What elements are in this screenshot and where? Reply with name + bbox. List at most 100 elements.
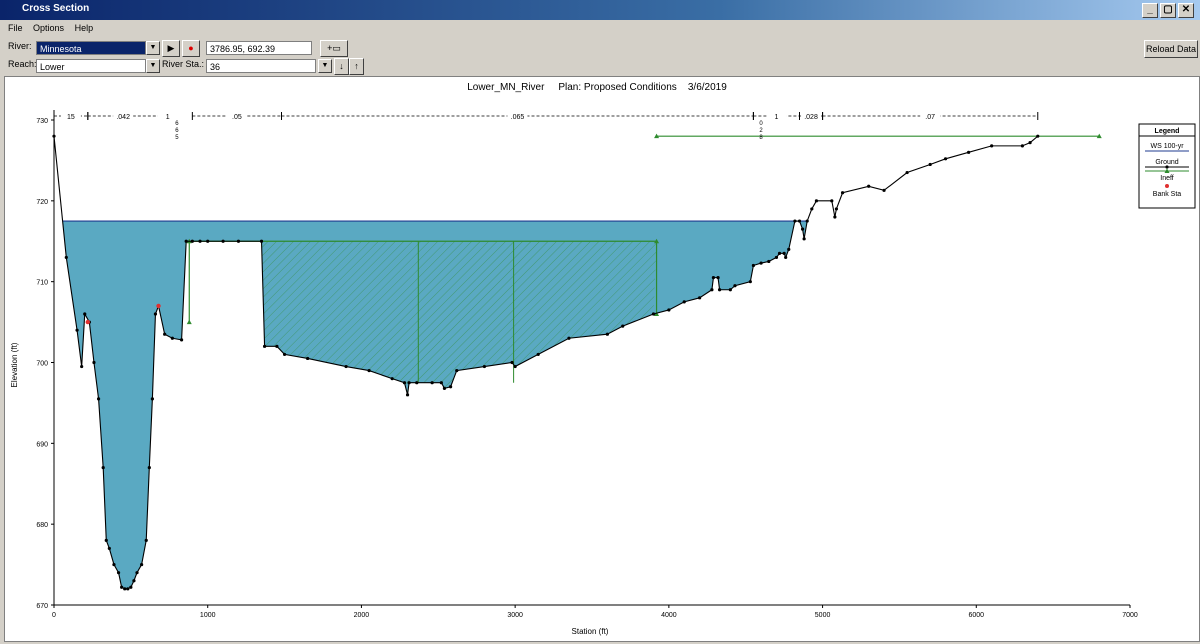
y-tick-label: 720 bbox=[36, 199, 48, 206]
ground-point bbox=[767, 259, 771, 264]
legend-ground-marker bbox=[1165, 165, 1169, 169]
ground-point bbox=[259, 239, 264, 243]
play-icon[interactable]: ▶ bbox=[162, 40, 180, 57]
arrow-up-icon[interactable]: ↑ bbox=[349, 58, 364, 75]
ground-point bbox=[153, 312, 158, 316]
manning-label: .028 bbox=[804, 114, 818, 121]
ground-point bbox=[198, 239, 202, 243]
manning-label: 15 bbox=[67, 114, 75, 121]
ground-point bbox=[75, 328, 79, 332]
ground-point bbox=[104, 538, 108, 542]
bank-station-marker bbox=[85, 319, 91, 325]
x-tick-label: 4000 bbox=[661, 612, 677, 619]
ground-point bbox=[751, 263, 756, 268]
ground-point bbox=[667, 308, 671, 312]
y-tick-label: 700 bbox=[36, 361, 48, 368]
ground-point bbox=[840, 191, 845, 195]
ground-point bbox=[784, 255, 788, 260]
manning-stack-label: 2 bbox=[759, 128, 763, 134]
manning-stack-label: 6 bbox=[175, 121, 179, 127]
reach-dropdown-icon[interactable]: ▼ bbox=[146, 59, 160, 73]
ground-point bbox=[943, 157, 948, 161]
ground-point bbox=[448, 385, 453, 389]
ground-point bbox=[787, 247, 791, 251]
add-plot-icon[interactable]: +▭ bbox=[320, 40, 348, 57]
ground-point bbox=[262, 344, 267, 348]
menu-help[interactable]: Help bbox=[74, 23, 94, 33]
ground-point bbox=[306, 356, 310, 361]
ground-point bbox=[1028, 141, 1032, 145]
ground-point bbox=[759, 261, 763, 265]
ground-point bbox=[236, 239, 241, 243]
river-sta-dropdown-icon[interactable]: ▼ bbox=[318, 59, 332, 73]
plot-panel bbox=[4, 76, 1200, 642]
manning-label-bg bbox=[507, 111, 528, 120]
chart-title: Lower_MN_River Plan: Proposed Conditions… bbox=[467, 82, 727, 93]
ground-point bbox=[344, 364, 348, 369]
coordinates-readout: 3786.95, 692.39 bbox=[206, 41, 312, 55]
x-tick-label: 5000 bbox=[815, 612, 831, 619]
ground-point bbox=[510, 360, 514, 365]
ground-point bbox=[882, 188, 886, 192]
ground-point bbox=[834, 207, 839, 211]
x-axis-label: Station (ft) bbox=[572, 627, 609, 636]
ground-point bbox=[405, 393, 410, 397]
menu-options[interactable]: Options bbox=[33, 23, 65, 33]
ground-point bbox=[830, 199, 834, 203]
y-tick-label: 730 bbox=[36, 118, 48, 125]
ground-point bbox=[132, 579, 136, 583]
ground-point bbox=[782, 251, 786, 255]
menu-bar: File Options Help bbox=[0, 20, 1200, 36]
reload-data-button[interactable]: Reload Data bbox=[1144, 40, 1198, 58]
ground-point bbox=[184, 239, 188, 243]
ground-point bbox=[430, 381, 434, 385]
ground-point bbox=[698, 296, 702, 300]
window-controls: _ ▢ ✕ bbox=[1142, 3, 1194, 18]
ground-point bbox=[96, 397, 101, 401]
ground-point bbox=[928, 162, 932, 167]
ground-point bbox=[439, 381, 443, 385]
river-sta-select[interactable]: 36 bbox=[206, 59, 316, 73]
legend-box bbox=[1138, 123, 1196, 209]
ground-point bbox=[123, 587, 127, 591]
manning-label-bg bbox=[766, 111, 787, 120]
ground-point bbox=[190, 239, 194, 243]
manning-label-bg bbox=[157, 111, 178, 120]
manning-label: .07 bbox=[925, 114, 935, 121]
ground-line bbox=[53, 135, 1039, 590]
maximize-button[interactable]: ▢ bbox=[1160, 3, 1176, 18]
ground-point bbox=[810, 207, 814, 211]
manning-label: .042 bbox=[116, 114, 130, 121]
ground-point bbox=[120, 585, 124, 589]
ground-point bbox=[711, 276, 716, 280]
close-button[interactable]: ✕ bbox=[1178, 3, 1194, 18]
ground-point bbox=[748, 280, 752, 284]
river-dropdown-icon[interactable]: ▼ bbox=[146, 41, 160, 55]
arrow-down-icon[interactable]: ↓ bbox=[334, 58, 349, 75]
menu-file[interactable]: File bbox=[8, 23, 23, 33]
reach-select[interactable]: Lower bbox=[36, 59, 146, 73]
ineffective-marker bbox=[654, 238, 660, 244]
ground-point bbox=[129, 585, 133, 589]
manning-label-bg bbox=[113, 111, 134, 120]
ground-point bbox=[163, 332, 167, 336]
ground-point bbox=[112, 562, 116, 567]
ground-point bbox=[728, 288, 732, 292]
record-icon[interactable]: ● bbox=[182, 40, 200, 57]
river-row: River: Minnesota ▼ ▶ ● +▭ bbox=[0, 38, 1200, 57]
legend-item-ineff: Ineff bbox=[1160, 175, 1174, 182]
legend-item-ground: Ground bbox=[1155, 159, 1178, 166]
ground-point bbox=[1020, 144, 1024, 148]
minimize-button[interactable]: _ bbox=[1142, 3, 1158, 18]
reach-row: Reach: Lower ▼ River Sta.: 36 ▼ ↓ ↑ bbox=[0, 56, 1200, 75]
ground-point bbox=[179, 338, 184, 342]
x-tick-label: 6000 bbox=[968, 612, 984, 619]
ground-point bbox=[793, 219, 797, 223]
y-axis-label: Elevation (ft) bbox=[10, 342, 19, 387]
ground-point bbox=[717, 288, 722, 292]
legend-item-ws: WS 100-yr bbox=[1150, 143, 1184, 150]
manning-stack-label: 5 bbox=[175, 135, 179, 141]
river-select[interactable]: Minnesota bbox=[36, 41, 146, 55]
ground-point bbox=[605, 332, 609, 336]
ground-point bbox=[442, 386, 447, 390]
